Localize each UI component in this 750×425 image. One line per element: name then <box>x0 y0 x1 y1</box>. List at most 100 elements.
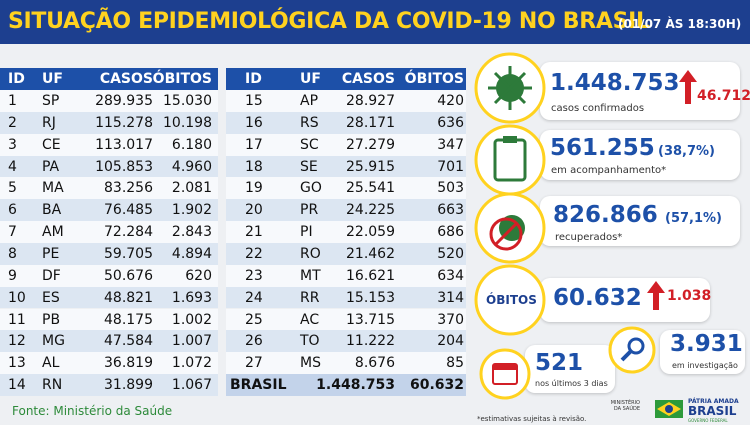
table-row <box>0 177 218 200</box>
table-cell: 636 <box>437 114 464 131</box>
table-cell: 5 <box>8 180 17 197</box>
table-cell: DF <box>42 267 61 284</box>
table-row <box>226 90 466 112</box>
confirmed-label: casos confirmados <box>551 103 645 114</box>
table-cell: 2 <box>8 114 17 131</box>
table-cell: 2.081 <box>171 180 212 197</box>
table-cell: 21.462 <box>346 245 395 262</box>
table-row <box>226 352 466 375</box>
table-row <box>226 308 466 331</box>
total-cell: BRASIL <box>230 377 287 394</box>
total-cell: 1.448.753 <box>316 377 395 394</box>
total-row <box>226 374 466 396</box>
table-cell: 31.899 <box>104 377 153 394</box>
column-header: UF <box>42 71 63 87</box>
table-cell: 25 <box>245 311 263 328</box>
table-cell: CE <box>42 136 61 153</box>
total-cell: 60.632 <box>409 377 464 394</box>
table-header <box>226 68 466 90</box>
table-cell: 21 <box>245 224 263 241</box>
column-header: CASOS <box>99 71 153 87</box>
table-cell: 10.198 <box>163 114 212 131</box>
table-cell: 47.584 <box>104 333 153 350</box>
card <box>540 196 740 246</box>
table-cell: 1.067 <box>171 377 212 394</box>
table-cell: 3 <box>8 136 17 153</box>
table-row <box>0 352 218 375</box>
deaths-increase: 1.038 <box>667 288 712 304</box>
table-cell: 663 <box>437 202 464 219</box>
recovered-icon <box>474 192 546 264</box>
monitoring-percent: (38,7%) <box>658 144 715 159</box>
card <box>540 62 740 120</box>
magnifier-icon <box>608 326 656 374</box>
table-cell: 503 <box>437 180 464 197</box>
table-cell: 7 <box>8 224 17 241</box>
card <box>660 330 745 374</box>
table-cell: 520 <box>437 245 464 262</box>
table-cell: 15.030 <box>163 93 212 109</box>
table-cell: 6 <box>8 202 17 219</box>
date: (01/07 ÀS 18:30H) <box>618 17 742 31</box>
table-row <box>226 133 466 156</box>
table-cell: 686 <box>437 224 464 241</box>
table-cell: 314 <box>437 289 464 306</box>
table-cell: 4.894 <box>171 245 212 262</box>
table-row <box>226 177 466 200</box>
monitoring-value: 561.255 <box>550 135 655 161</box>
table-row <box>0 133 218 156</box>
title: SITUAÇÃO EPIDEMIOLÓGICA DA COVID-19 NO B… <box>8 9 650 34</box>
flag-logo <box>655 400 683 418</box>
table-cell: AM <box>42 224 64 241</box>
table-cell: 347 <box>437 136 464 153</box>
recovered-label: recuperados* <box>555 232 623 243</box>
table-cell: AL <box>42 355 60 372</box>
table-cell: TO <box>300 333 320 350</box>
table-cell: 370 <box>437 311 464 328</box>
table-cell: 27.279 <box>346 136 395 153</box>
table-cell: MA <box>42 180 64 197</box>
table-cell: 24.225 <box>346 202 395 219</box>
table-cell: 1.902 <box>171 202 212 219</box>
table-cell: PI <box>300 224 313 241</box>
table-cell: MG <box>42 333 65 350</box>
table-cell: RS <box>300 114 319 131</box>
table-cell: 9 <box>8 267 17 284</box>
table-cell: PR <box>300 202 319 219</box>
table-cell: 4 <box>8 158 17 175</box>
table-row <box>0 155 218 178</box>
table-cell: 11 <box>8 311 26 328</box>
table-cell: RO <box>300 245 321 262</box>
table-cell: 22.059 <box>346 224 395 241</box>
header-bar <box>0 0 750 44</box>
table-cell: 23 <box>245 267 263 284</box>
table-cell: PA <box>42 158 60 175</box>
table-cell: 18 <box>245 158 263 175</box>
table-cell: RR <box>300 289 320 306</box>
table-cell: 76.485 <box>104 202 153 219</box>
table-cell: 48.821 <box>104 289 153 306</box>
column-header: ÓBITOS <box>152 71 212 87</box>
table-row <box>226 155 466 178</box>
table-cell: ES <box>42 289 60 306</box>
table-row <box>226 199 466 222</box>
table-cell: 113.017 <box>95 136 153 153</box>
table-row <box>0 199 218 222</box>
table-cell: 50.676 <box>104 267 153 284</box>
table-cell: SC <box>300 136 319 153</box>
table-row <box>226 330 466 353</box>
investigation-label: em investigação <box>672 361 738 370</box>
table-cell: 204 <box>437 333 464 350</box>
table-cell: 14 <box>8 377 26 394</box>
table-cell: PE <box>42 245 60 262</box>
recent-deaths-label: nos últimos 3 dias <box>535 379 608 388</box>
table-cell: SP <box>42 93 60 109</box>
table-cell: 1.072 <box>171 355 212 372</box>
note: *estimativas sujeitas à revisão. <box>477 415 587 423</box>
table-cell: 620 <box>185 267 212 284</box>
table-row <box>0 90 218 112</box>
table-cell: 28.171 <box>346 114 395 131</box>
table-cell: 15 <box>245 93 263 109</box>
